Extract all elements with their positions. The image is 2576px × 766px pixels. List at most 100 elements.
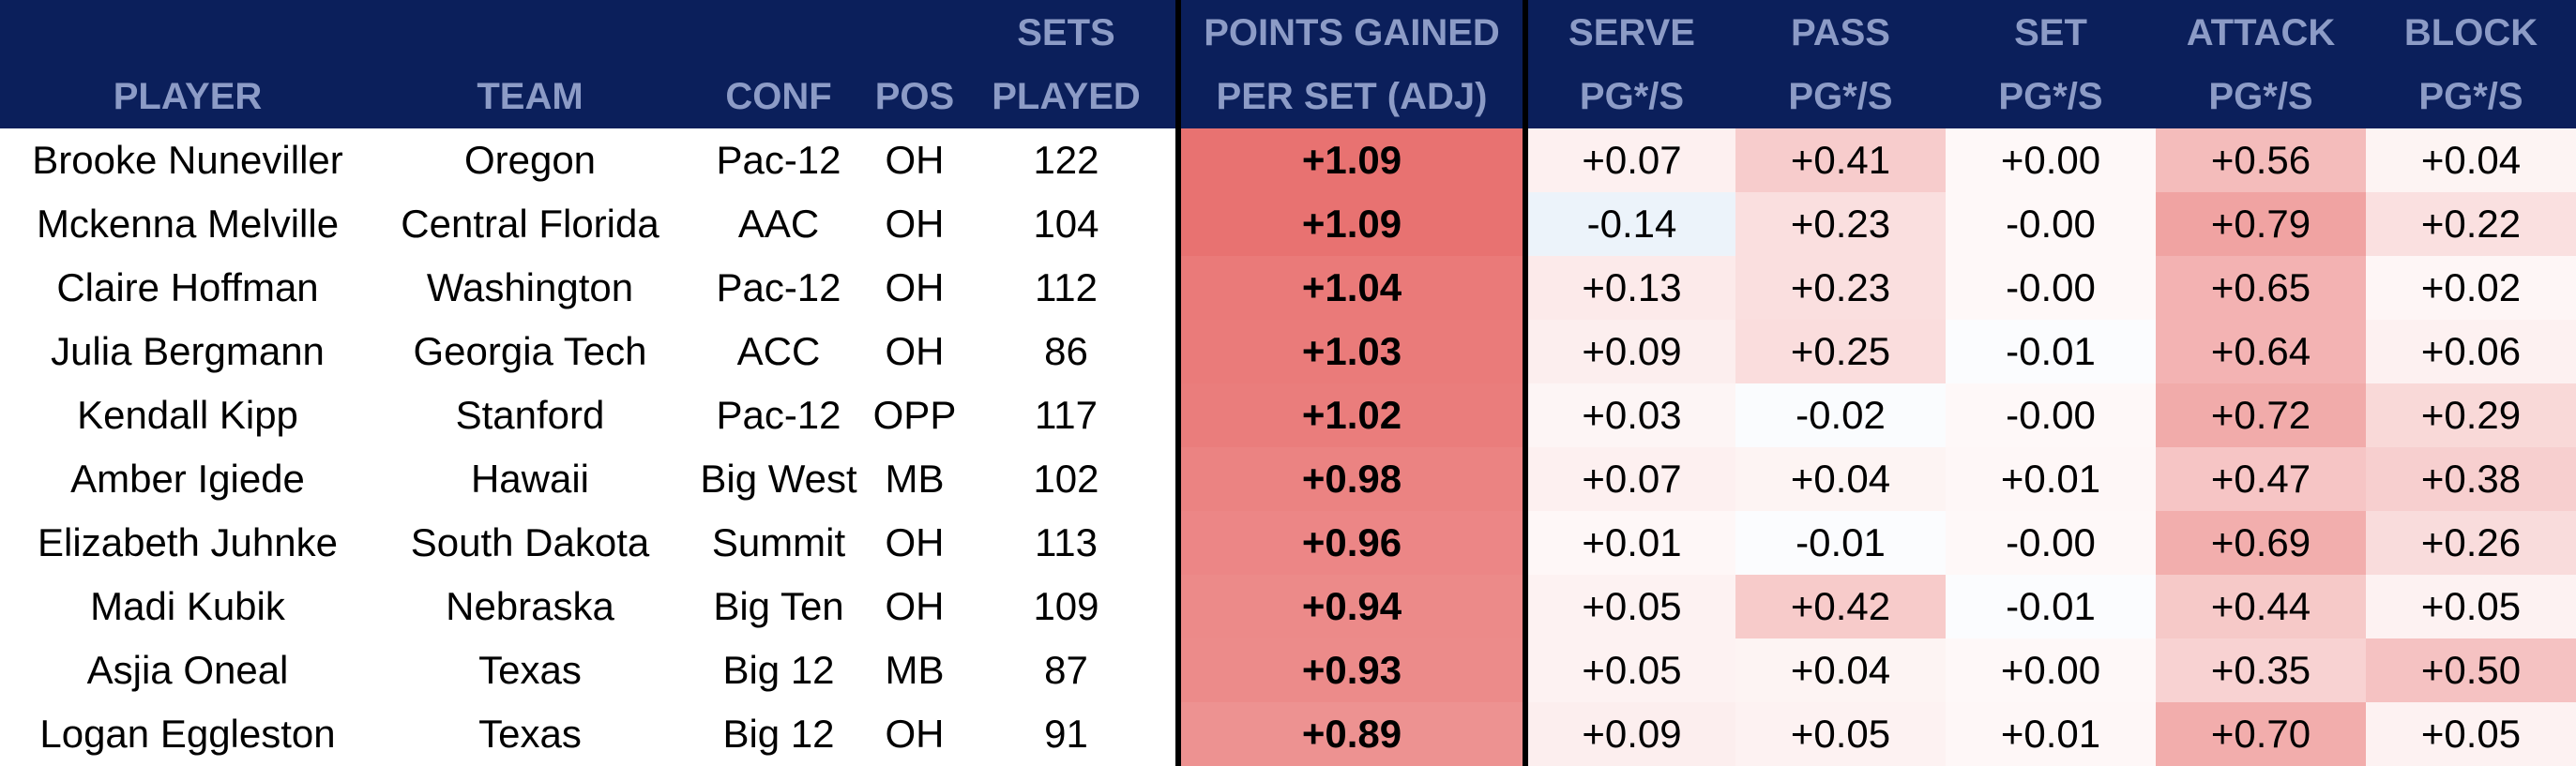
cell-player: Kendall Kipp [77,393,298,437]
cell-serve: +0.03 [1525,383,1735,447]
cell-sets: 122 [1033,138,1099,182]
header-line1: POINTS GAINED [1204,12,1500,53]
cell-conf: Pac-12 [716,138,841,182]
cell-attack: +0.69 [2156,511,2366,575]
cell-team: Washington [426,265,634,309]
cell-sets: 117 [1035,393,1098,437]
header-line2: PER SET (ADJ) [1216,76,1488,117]
cell-block: +0.05 [2366,702,2576,766]
cell-sets: 104 [1033,202,1099,246]
table-row: Claire Hoffman Washington Pac-12 OH 112 +1.04… [0,256,2576,320]
col-header-attack: ATTACK PG*/S [2156,0,2366,128]
cell-pg: +1.04 [1175,256,1528,320]
cell-pass: -0.02 [1735,383,1946,447]
cell-pos: OH [885,329,945,373]
cell-set: -0.01 [1946,320,2156,383]
cell-set: -0.00 [1946,256,2156,320]
cell-pg: +0.93 [1175,638,1528,702]
cell-pos: OH [885,520,945,564]
col-header-serve: SERVE PG*/S [1525,0,1735,128]
cell-player: Amber Igiede [70,457,305,501]
col-header-player: PLAYER [0,0,375,128]
cell-serve: -0.14 [1525,192,1735,256]
cell-pg: +0.89 [1175,702,1528,766]
cell-pass: +0.23 [1735,192,1946,256]
header-line1 [685,1,872,65]
cell-team: Stanford [455,393,605,437]
cell-pos: OH [885,202,945,246]
cell-block: +0.29 [2366,383,2576,447]
cell-team: South Dakota [410,520,650,564]
cell-pass: +0.25 [1735,320,1946,383]
cell-sets: 91 [1044,712,1088,756]
cell-player: Julia Bergmann [51,329,325,373]
cell-sets: 109 [1033,584,1099,628]
table-row: Julia Bergmann Georgia Tech ACC OH 86 +1.03 +0… [0,320,2576,383]
table-body: Brooke Nuneviller Oregon Pac-12 OH 122 +1.09 +… [0,128,2576,766]
cell-set: -0.00 [1946,192,2156,256]
table-row: Asjia Oneal Texas Big 12 MB 87 +0.93 +0.05 +0.0… [0,638,2576,702]
cell-pg: +0.98 [1175,447,1528,511]
cell-attack: +0.44 [2156,575,2366,638]
header-line2: PG*/S [1788,76,1893,117]
cell-attack: +0.64 [2156,320,2366,383]
cell-serve: +0.05 [1525,638,1735,702]
cell-conf: Summit [711,520,846,564]
header-line2: PG*/S [1998,76,2103,117]
cell-player: Madi Kubik [90,584,285,628]
cell-pg: +1.09 [1175,192,1528,256]
cell-team: Nebraska [446,584,614,628]
cell-pos: OPP [872,393,957,437]
header-line1: SETS [1017,12,1115,53]
cell-pg: +1.09 [1175,128,1528,192]
header-row: PLAYER TEAM CONF POS SETS PLAYED POINTS … [0,0,2576,128]
header-line2: PLAYED [992,76,1141,117]
col-header-set: SET PG*/S [1946,0,2156,128]
cell-pass: -0.01 [1735,511,1946,575]
cell-player: Claire Hoffman [56,265,319,309]
col-header-points-gained: POINTS GAINED PER SET (ADJ) [1175,0,1528,128]
cell-serve: +0.13 [1525,256,1735,320]
cell-serve: +0.09 [1525,320,1735,383]
cell-sets: 87 [1044,648,1088,692]
cell-pg: +1.03 [1175,320,1528,383]
cell-attack: +0.70 [2156,702,2366,766]
header-line2: CONF [725,76,832,117]
cell-conf: Big Ten [713,584,844,628]
cell-set: -0.01 [1946,575,2156,638]
cell-block: +0.26 [2366,511,2576,575]
cell-sets: 102 [1033,457,1099,501]
cell-attack: +0.35 [2156,638,2366,702]
col-header-block: BLOCK PG*/S [2366,0,2576,128]
cell-pass: +0.05 [1735,702,1946,766]
cell-set: +0.00 [1946,128,2156,192]
cell-block: +0.02 [2366,256,2576,320]
header-line2: POS [874,76,955,117]
header-line2: PLAYER [113,76,263,117]
cell-conf: Big West [700,457,857,501]
cell-conf: Big 12 [722,712,835,756]
cell-block: +0.06 [2366,320,2576,383]
cell-set: -0.00 [1946,511,2156,575]
cell-team: Georgia Tech [413,329,647,373]
cell-block: +0.05 [2366,575,2576,638]
cell-pass: +0.04 [1735,638,1946,702]
cell-player: Logan Eggleston [39,712,336,756]
cell-pass: +0.23 [1735,256,1946,320]
header-line1: PASS [1791,12,1890,53]
cell-sets: 112 [1035,265,1098,309]
cell-conf: ACC [736,329,821,373]
table-row: Kendall Kipp Stanford Pac-12 OPP 117 +1.02 +0.… [0,383,2576,447]
cell-player: Asjia Oneal [86,648,289,692]
cell-conf: Big 12 [722,648,835,692]
cell-team: Hawaii [470,457,590,501]
cell-pos: OH [885,138,945,182]
cell-conf: AAC [737,202,820,246]
cell-block: +0.22 [2366,192,2576,256]
cell-pg: +0.96 [1175,511,1528,575]
cell-pos: MB [885,457,945,501]
cell-pass: +0.41 [1735,128,1946,192]
cell-player: Mckenna Melville [36,202,340,246]
col-header-conf: CONF [685,0,872,128]
